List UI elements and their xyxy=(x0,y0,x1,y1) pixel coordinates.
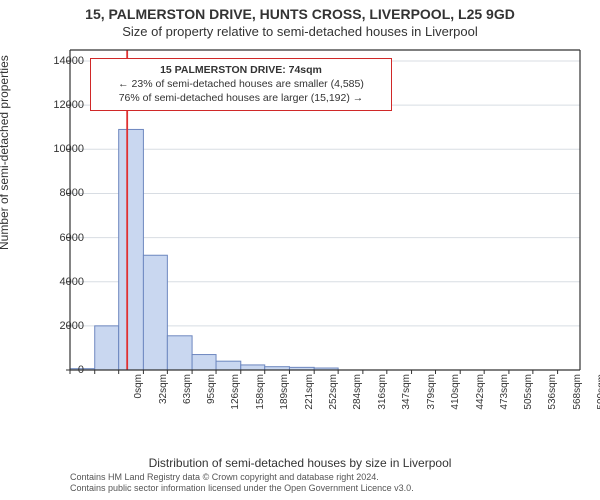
page-title: 15, PALMERSTON DRIVE, HUNTS CROSS, LIVER… xyxy=(0,6,600,22)
x-tick-label: 316sqm xyxy=(377,374,388,434)
x-tick-label: 126sqm xyxy=(230,374,241,434)
x-tick-label: 252sqm xyxy=(328,374,339,434)
x-tick-label: 95sqm xyxy=(206,374,217,434)
x-tick-label: 63sqm xyxy=(182,374,193,434)
x-tick-label: 442sqm xyxy=(475,374,486,434)
x-tick-label: 32sqm xyxy=(158,374,169,434)
x-tick-label: 221sqm xyxy=(304,374,315,434)
chart-subtitle: Size of property relative to semi-detach… xyxy=(0,24,600,39)
y-tick-label: 0 xyxy=(34,364,84,376)
x-tick-label: 347sqm xyxy=(401,374,412,434)
footer-line2: Contains public sector information licen… xyxy=(70,483,414,493)
annotation-line3: 76% of semi-detached houses are larger (… xyxy=(119,92,364,104)
x-tick-label: 536sqm xyxy=(547,374,558,434)
x-tick-label: 505sqm xyxy=(523,374,534,434)
annotation-line2: ← 23% of semi-detached houses are smalle… xyxy=(118,78,364,90)
y-tick-label: 14000 xyxy=(34,55,84,67)
annotation-line1: 15 PALMERSTON DRIVE: 74sqm xyxy=(160,64,322,76)
x-axis-label: Distribution of semi-detached houses by … xyxy=(0,456,600,470)
x-tick-label: 568sqm xyxy=(572,374,583,434)
y-tick-label: 6000 xyxy=(34,232,84,244)
x-tick-label: 189sqm xyxy=(279,374,290,434)
y-tick-label: 12000 xyxy=(34,99,84,111)
footer: Contains HM Land Registry data © Crown c… xyxy=(70,472,414,495)
y-tick-label: 4000 xyxy=(34,276,84,288)
y-tick-label: 2000 xyxy=(34,320,84,332)
annotation-box: 15 PALMERSTON DRIVE: 74sqm ← 23% of semi… xyxy=(90,58,392,111)
y-axis-label: Number of semi-detached properties xyxy=(0,55,11,250)
x-tick-label: 473sqm xyxy=(499,374,510,434)
chart-container: 15, PALMERSTON DRIVE, HUNTS CROSS, LIVER… xyxy=(0,0,600,500)
y-tick-label: 8000 xyxy=(34,187,84,199)
x-tick-label: 379sqm xyxy=(426,374,437,434)
x-tick-label: 410sqm xyxy=(450,374,461,434)
x-tick-label: 0sqm xyxy=(133,374,144,434)
y-tick-label: 10000 xyxy=(34,143,84,155)
x-tick-label: 599sqm xyxy=(596,374,600,434)
footer-line1: Contains HM Land Registry data © Crown c… xyxy=(70,472,379,482)
x-tick-label: 158sqm xyxy=(255,374,266,434)
x-tick-label: 284sqm xyxy=(352,374,363,434)
